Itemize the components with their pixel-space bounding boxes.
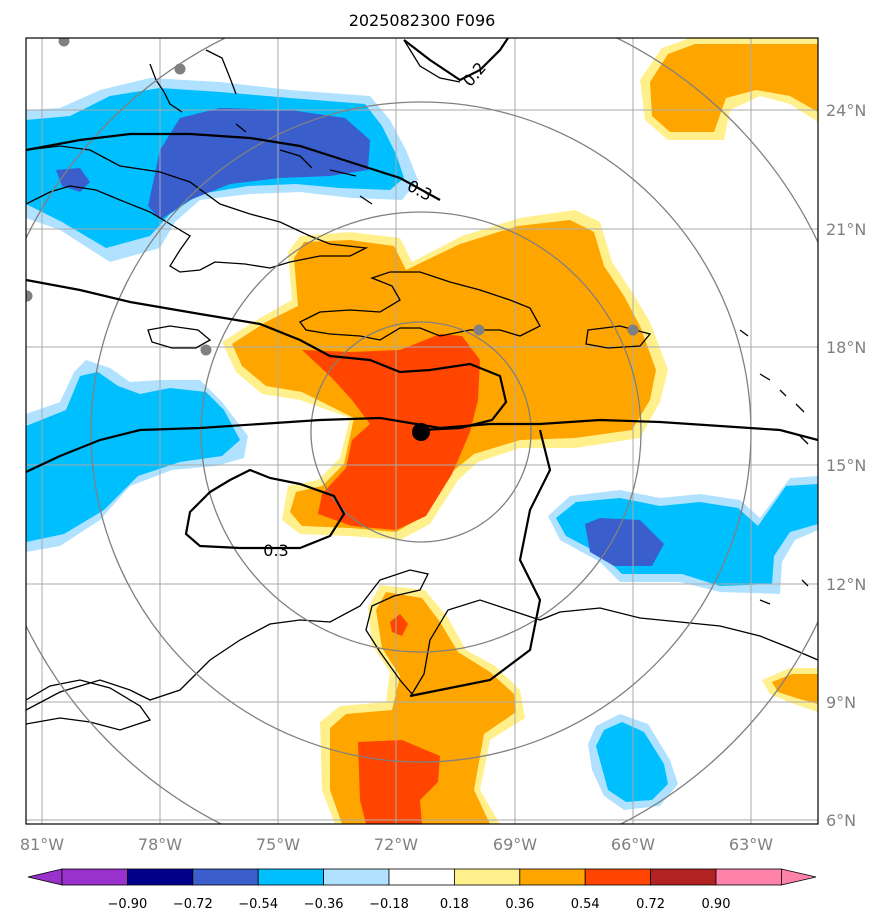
colorbar-tick-8: 0.72 (636, 897, 665, 912)
contour-north (26, 132, 441, 201)
colorbar-bin-5 (388, 868, 455, 886)
red-core (302, 334, 480, 530)
figure-title: 2025082300 F096 (349, 11, 496, 30)
coastlines (26, 39, 818, 731)
range-rings (26, 38, 818, 824)
contour-loop-south (184, 468, 346, 550)
south-america-coast (26, 569, 818, 711)
latitude-labels: 24°N 21°N 18°N 15°N 12°N 9°N 6°N (826, 101, 866, 830)
lon-tick-72w: 72°W (374, 835, 418, 854)
colorbar-bin-4 (323, 868, 390, 886)
florida-bahamas (149, 39, 461, 205)
colorbar-tick-1: −0.72 (173, 897, 213, 912)
cuba-coast (26, 145, 369, 273)
contour-northeast (403, 38, 509, 82)
colorbar-tick-6: 0.36 (505, 897, 534, 912)
colorbar-bin-1 (127, 868, 194, 886)
hispaniola-coast (299, 271, 541, 341)
shading-positive (222, 38, 818, 824)
lon-tick-69w: 69°W (493, 835, 537, 854)
colorbar (27, 868, 817, 886)
colorbar-bin-6 (453, 868, 521, 886)
puerto-rico-coast (585, 325, 652, 349)
lon-tick-81w: 81°W (20, 835, 64, 854)
contour-label-0-3-south: 0.3 (263, 541, 288, 560)
panama-coast (26, 679, 152, 731)
colorbar-tick-2: −0.54 (238, 897, 278, 912)
blue-se (596, 722, 668, 802)
lat-tick-21n: 21°N (826, 220, 866, 239)
colorbar-bin-3 (257, 868, 325, 886)
red-south-spot (390, 614, 408, 636)
colorbar-labels: −0.90 −0.72 −0.54 −0.36 −0.18 0.18 0.36 … (107, 897, 730, 912)
lesser-antilles (739, 329, 809, 605)
lon-tick-78w: 78°W (138, 835, 182, 854)
colorbar-bin-9 (650, 868, 717, 886)
map-frame (25, 37, 819, 825)
contour-southeast (409, 429, 552, 698)
colorbar-extend-high (781, 868, 817, 886)
orange-ne (650, 44, 818, 132)
darkblue-nw (148, 108, 370, 220)
jamaica-coast (147, 325, 212, 349)
contour-lines (26, 38, 818, 698)
colorbar-tick-5: 0.18 (440, 897, 469, 912)
colorbar-bin-0 (61, 868, 128, 886)
colorbar-tick-7: 0.54 (571, 897, 600, 912)
lat-tick-12n: 12°N (826, 575, 866, 594)
map-panel: 0.2 0.3 0.3 (26, 38, 818, 824)
lat-tick-15n: 15°N (826, 456, 866, 475)
lon-tick-63w: 63°W (729, 835, 773, 854)
lat-tick-6n: 6°N (826, 811, 856, 830)
colorbar-bin-8 (584, 868, 652, 886)
colorbar-tick-3: −0.36 (304, 897, 344, 912)
contour-zonal (26, 416, 818, 473)
station-markers (26, 38, 639, 356)
longitude-labels: 81°W 78°W 75°W 72°W 69°W 66°W 63°W (20, 835, 773, 854)
gridlines (26, 38, 818, 824)
lon-tick-75w: 75°W (256, 835, 300, 854)
contour-loop-north (26, 278, 508, 432)
colorbar-bin-2 (192, 868, 259, 886)
colorbar-bin-10 (715, 868, 782, 886)
lon-tick-66w: 66°W (611, 835, 655, 854)
colorbar-extend-low (27, 868, 63, 886)
red-south (358, 740, 440, 824)
colorbar-tick-9: 0.90 (702, 897, 731, 912)
lat-tick-9n: 9°N (826, 693, 856, 712)
blue-west (26, 372, 240, 542)
colorbar-tick-4: −0.18 (369, 897, 409, 912)
contour-label-0-2: 0.2 (459, 58, 490, 90)
colorbar-bin-7 (519, 868, 586, 886)
lat-tick-24n: 24°N (826, 101, 866, 120)
colorbar-tick-0: −0.90 (107, 897, 147, 912)
storm-center-marker (412, 423, 430, 441)
lat-tick-18n: 18°N (826, 338, 866, 357)
